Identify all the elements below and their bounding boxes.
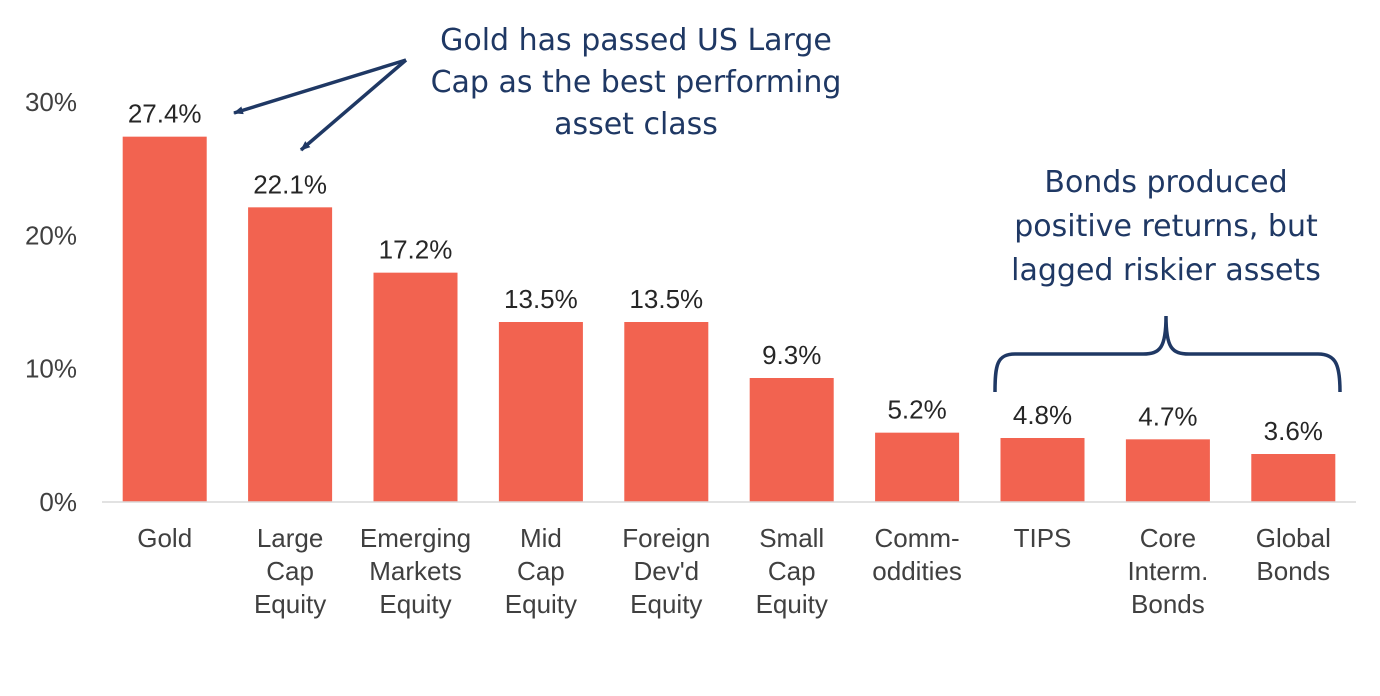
category-label-line: Comm- bbox=[874, 523, 959, 553]
data-labels-group: 27.4% 22.1% 17.2% 13.5% 13.5% 9.3% 5.2% 4.8% 4.7… bbox=[128, 99, 1323, 446]
bonds-annotation-line-2: positive returns, but bbox=[1014, 209, 1318, 244]
data-label: 17.2% bbox=[379, 235, 453, 265]
category-label: Global Bonds bbox=[1256, 523, 1331, 586]
category-label-line: Bonds bbox=[1256, 556, 1330, 586]
gold-annotation-line-3: asset class bbox=[554, 107, 718, 142]
category-label-line: Equity bbox=[254, 589, 326, 619]
bonds-annotation: Bonds produced positive returns, but lag… bbox=[993, 165, 1342, 393]
category-label-line: Mid bbox=[520, 523, 562, 553]
bar bbox=[1251, 454, 1336, 502]
arrow-to-large-cap bbox=[299, 58, 408, 152]
y-axis: 0% 10% 20% 30% bbox=[25, 87, 77, 517]
data-label: 5.2% bbox=[887, 395, 946, 425]
category-label: Small Cap Equity bbox=[756, 523, 828, 619]
category-label: Emerging Markets Equity bbox=[360, 523, 471, 619]
data-label: 3.6% bbox=[1264, 416, 1323, 446]
bar bbox=[122, 136, 207, 502]
category-label: Comm-oddities bbox=[872, 523, 962, 586]
category-label-line: Emerging bbox=[360, 523, 471, 553]
bars-group bbox=[122, 136, 1336, 503]
bonds-annotation-line-3: lagged riskier assets bbox=[1011, 253, 1321, 288]
y-tick-label: 30% bbox=[25, 87, 77, 117]
bar bbox=[248, 207, 333, 503]
data-label: 4.8% bbox=[1013, 400, 1072, 430]
category-label-line: Equity bbox=[379, 589, 451, 619]
category-label: Mid Cap Equity bbox=[505, 523, 577, 619]
category-label-line: Gold bbox=[137, 523, 192, 553]
y-tick-label: 0% bbox=[39, 487, 77, 517]
data-label: 9.3% bbox=[762, 340, 821, 370]
category-label-line: Markets bbox=[369, 556, 461, 586]
gold-annotation-line-1: Gold has passed US Large bbox=[440, 23, 832, 58]
category-label-line: Large bbox=[257, 523, 324, 553]
gold-annotation-line-2: Cap as the best performing bbox=[431, 65, 842, 100]
category-label-line: Equity bbox=[756, 589, 828, 619]
bar bbox=[1125, 439, 1210, 502]
bonds-annotation-line-1: Bonds produced bbox=[1044, 165, 1287, 200]
category-label-line: Equity bbox=[505, 589, 577, 619]
bonds-bracket bbox=[993, 315, 1342, 393]
bar bbox=[1000, 438, 1085, 502]
bar bbox=[373, 272, 458, 502]
category-label-line: Foreign bbox=[622, 523, 710, 553]
bar bbox=[875, 432, 960, 502]
category-label-line: Core bbox=[1140, 523, 1196, 553]
category-label-line: Interm. bbox=[1127, 556, 1208, 586]
y-tick-label: 10% bbox=[25, 354, 77, 384]
category-label-line: Global bbox=[1256, 523, 1331, 553]
data-label: 13.5% bbox=[504, 284, 578, 314]
bar bbox=[498, 322, 583, 502]
category-label: TIPS bbox=[1014, 523, 1072, 553]
category-label: Core Interm. Bonds bbox=[1127, 523, 1208, 619]
bar bbox=[749, 378, 834, 502]
bar bbox=[624, 322, 709, 502]
category-label-line: Small bbox=[759, 523, 824, 553]
category-label-line: TIPS bbox=[1014, 523, 1072, 553]
data-label: 4.7% bbox=[1138, 401, 1197, 431]
category-label-line: Cap bbox=[517, 556, 565, 586]
data-label: 22.1% bbox=[253, 169, 327, 199]
category-label-line: oddities bbox=[872, 556, 962, 586]
data-label: 27.4% bbox=[128, 99, 202, 129]
category-label-line: Bonds bbox=[1131, 589, 1205, 619]
category-label-line: Cap bbox=[768, 556, 816, 586]
category-label: Foreign Dev'd Equity bbox=[622, 523, 710, 619]
category-label-line: Cap bbox=[266, 556, 314, 586]
category-label: Large Cap Equity bbox=[254, 523, 326, 619]
category-label-line: Dev'd bbox=[633, 556, 699, 586]
y-tick-label: 20% bbox=[25, 220, 77, 250]
gold-annotation: Gold has passed US Large Cap as the best… bbox=[233, 23, 842, 152]
arrow-to-gold bbox=[233, 58, 407, 115]
category-label-line: Equity bbox=[630, 589, 702, 619]
data-label: 13.5% bbox=[629, 284, 703, 314]
category-label: Gold bbox=[137, 523, 192, 553]
